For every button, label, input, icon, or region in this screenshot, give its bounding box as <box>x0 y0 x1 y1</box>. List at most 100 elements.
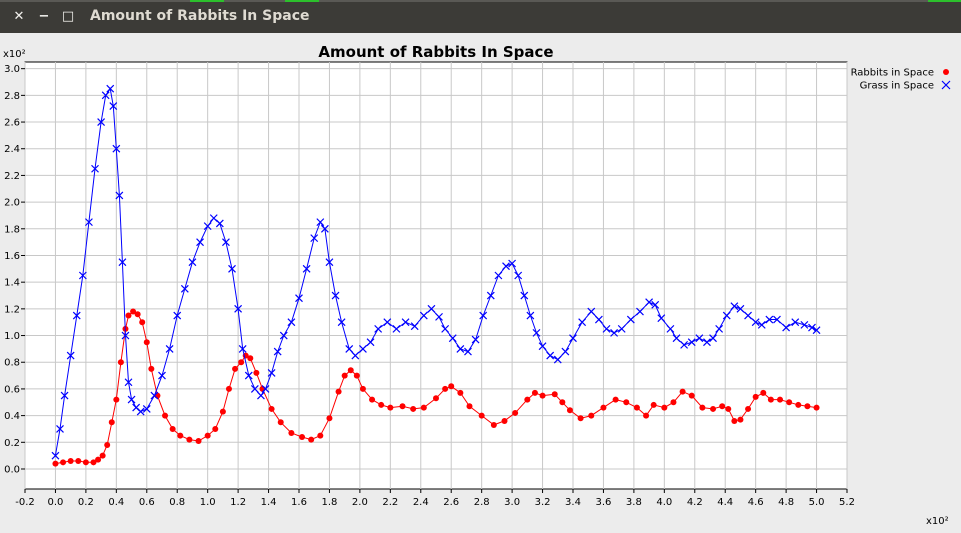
data-point <box>617 324 626 333</box>
window-title: Amount of Rabbits In Space <box>90 8 310 24</box>
data-point <box>478 412 485 419</box>
series-rabbits-in-space <box>52 308 820 467</box>
data-point <box>526 311 535 320</box>
data-point <box>561 347 570 356</box>
data-point <box>228 264 236 273</box>
data-point <box>195 437 202 444</box>
data-point <box>347 367 354 374</box>
y-tick-label: 1.4 <box>4 278 20 289</box>
x-tick-label: 1.2 <box>230 497 246 508</box>
data-point <box>250 384 259 393</box>
data-point <box>99 452 106 459</box>
data-point <box>538 342 547 351</box>
data-point <box>257 391 265 400</box>
data-point <box>520 291 529 300</box>
data-point <box>225 385 232 392</box>
data-point <box>97 118 106 126</box>
minimize-icon[interactable]: − <box>38 8 50 24</box>
data-point <box>186 436 193 443</box>
data-point <box>410 322 419 331</box>
data-point <box>130 308 137 315</box>
data-point <box>219 408 226 415</box>
data-point <box>359 344 367 353</box>
data-point <box>279 331 288 340</box>
legend-label: Rabbits in Space <box>851 68 934 79</box>
data-point <box>757 320 766 329</box>
data-point <box>731 417 738 424</box>
data-point <box>782 323 791 332</box>
data-point <box>448 383 455 390</box>
data-point <box>600 404 607 411</box>
data-point <box>441 324 450 333</box>
close-icon[interactable]: ✕ <box>13 8 25 24</box>
data-point <box>288 429 295 436</box>
data-point <box>325 258 334 267</box>
data-point <box>78 271 87 280</box>
data-point <box>51 451 60 460</box>
data-point <box>82 459 89 466</box>
data-point <box>196 238 204 247</box>
data-point <box>695 334 704 343</box>
data-point <box>457 389 464 396</box>
y-tick-label: 1.2 <box>4 304 20 315</box>
x-tick-label: 2.8 <box>474 497 490 508</box>
data-point <box>113 396 120 403</box>
data-point <box>316 218 325 227</box>
data-point <box>295 294 303 303</box>
series-grass-in-space <box>51 84 821 460</box>
y-tick-label: 0.4 <box>4 411 20 422</box>
data-point <box>392 324 401 333</box>
data-point <box>72 311 81 320</box>
data-point <box>466 403 473 410</box>
data-point <box>427 304 436 313</box>
data-point <box>261 384 270 393</box>
data-point <box>602 324 611 333</box>
data-point <box>287 318 296 327</box>
x-tick-label: 4.0 <box>656 497 672 508</box>
data-point <box>112 144 121 153</box>
data-point <box>587 307 596 316</box>
data-point <box>725 405 732 412</box>
data-point <box>277 419 284 426</box>
data-point <box>101 91 110 100</box>
chart-title: Amount of Rabbits In Space <box>318 43 553 61</box>
data-point <box>745 405 752 412</box>
data-point <box>203 222 212 231</box>
data-point <box>60 391 69 400</box>
data-point <box>464 347 472 356</box>
data-point <box>777 396 784 403</box>
data-point <box>744 311 752 320</box>
data-point <box>169 425 176 432</box>
x-tick-label: 0.4 <box>108 497 124 508</box>
data-point <box>588 412 595 419</box>
data-point <box>442 385 449 392</box>
legend-marker <box>941 80 951 90</box>
data-point <box>800 320 809 329</box>
data-point <box>531 389 538 396</box>
data-point <box>791 318 800 327</box>
data-point <box>501 417 508 424</box>
data-point <box>524 396 531 403</box>
data-point <box>75 457 82 464</box>
chart-panel: Amount of Rabbits In Space x10² x10² -0.… <box>0 33 961 529</box>
series-layer <box>51 84 821 467</box>
data-point <box>66 351 75 360</box>
data-point <box>366 338 375 347</box>
x-tick-label: 4.4 <box>717 497 733 508</box>
data-point <box>143 339 150 346</box>
data-point <box>651 300 660 309</box>
data-point <box>435 312 443 321</box>
x-tick-label: 2.2 <box>382 497 398 508</box>
data-point <box>244 371 253 380</box>
data-point <box>317 432 324 439</box>
data-point <box>273 347 282 356</box>
x-tick-label: 0.8 <box>169 497 185 508</box>
data-point <box>180 284 189 293</box>
data-point <box>490 421 497 428</box>
maximize-icon[interactable]: □ <box>61 8 75 24</box>
y-tick-label: 1.0 <box>4 331 20 342</box>
data-point <box>326 415 333 422</box>
y-tick-label: 0.8 <box>4 358 20 369</box>
data-point <box>709 334 717 343</box>
data-point <box>158 371 166 380</box>
